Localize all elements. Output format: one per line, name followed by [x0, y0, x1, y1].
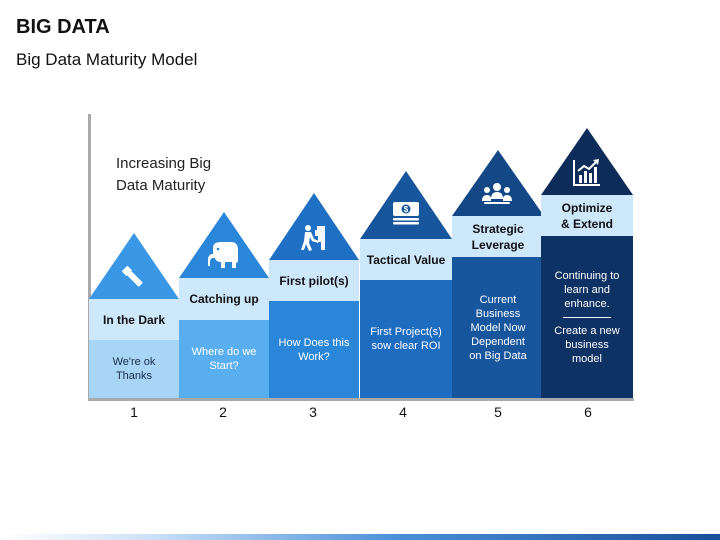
- footer-gradient-bar: [0, 534, 720, 540]
- step-number-4: 4: [399, 404, 407, 420]
- step-5-label-line-1: Strategic: [472, 221, 524, 236]
- step-1-triangle: [89, 233, 179, 299]
- team-icon: [482, 183, 512, 204]
- step-number-2: 2: [219, 404, 227, 420]
- step-1-label: In the Dark: [89, 299, 179, 340]
- step-3-triangle: [269, 193, 359, 260]
- svg-text:$: $: [404, 205, 409, 214]
- money-icon: $: [393, 202, 419, 225]
- step-2-description: Where do we Start?: [179, 320, 269, 398]
- maturity-caption: Increasing Big Data Maturity: [116, 153, 256, 197]
- caption-line-1: Increasing Big: [116, 155, 212, 172]
- step-number-1: 1: [130, 404, 138, 420]
- step-4-label: Tactical Value: [360, 239, 452, 280]
- step-6-description: Continuing to learn and enhance. Create …: [541, 236, 633, 398]
- step-5-label-line-2: Leverage: [471, 237, 525, 252]
- step-5-description: Current Business Model Now Dependent on …: [452, 257, 544, 398]
- step-number-5: 5: [494, 404, 502, 420]
- step-3-label: First pilot(s): [269, 260, 359, 301]
- step-6-description-line-2: Create a new business model: [554, 324, 620, 365]
- caption-line-2: Data Maturity: [116, 177, 206, 194]
- growth-chart-icon: [573, 159, 600, 186]
- step-6-triangle: [541, 128, 633, 195]
- step-6-label-line-2: & Extend: [560, 216, 613, 231]
- step-6-label: Optimize & Extend: [541, 195, 633, 236]
- step-3-description: How Does this Work?: [269, 301, 359, 398]
- elephant-icon: [208, 242, 238, 268]
- step-6-divider: [563, 316, 611, 318]
- step-5-triangle: [452, 150, 544, 216]
- step-6-label-line-1: Optimize: [561, 200, 613, 215]
- step-6-description-line-1: Continuing to learn and enhance.: [554, 269, 620, 310]
- climber-icon: [301, 225, 325, 251]
- flashlight-icon: [122, 266, 143, 287]
- step-1-description: We're ok Thanks: [89, 340, 179, 398]
- page-subtitle: Big Data Maturity Model: [16, 50, 198, 69]
- step-4-description: First Project(s) sow clear ROI: [360, 280, 452, 398]
- step-2-label: Catching up: [179, 278, 269, 320]
- step-number-6: 6: [584, 404, 592, 420]
- step-number-3: 3: [309, 404, 317, 420]
- page-title: BIG DATA: [16, 16, 110, 38]
- x-axis-line: [88, 398, 634, 401]
- step-5-label: Strategic Leverage: [452, 216, 544, 257]
